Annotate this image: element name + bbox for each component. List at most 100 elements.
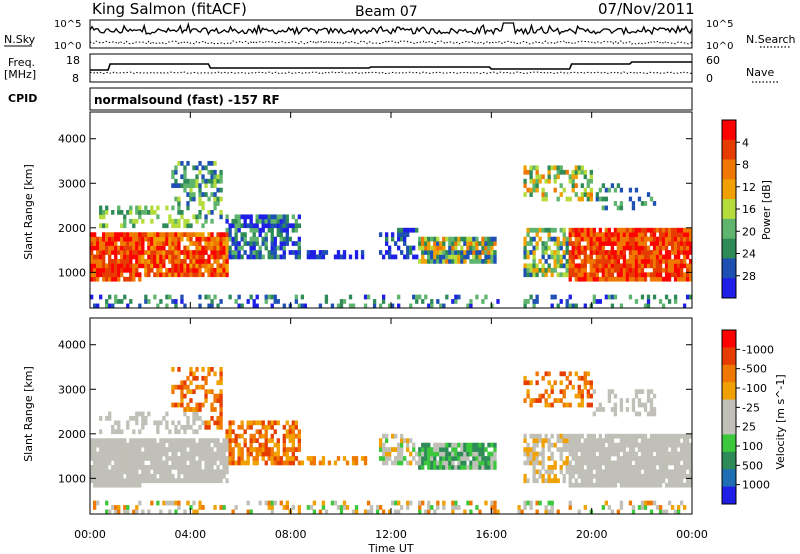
heatmap-cell — [682, 241, 687, 246]
heatmap-cell — [306, 505, 311, 510]
heatmap-cell — [622, 469, 627, 475]
heatmap-cell — [213, 250, 217, 255]
heatmap-cell — [607, 227, 612, 233]
heatmap-cell — [159, 438, 163, 444]
heatmap-cell — [547, 500, 551, 506]
heatmap-cell — [201, 402, 205, 408]
heatmap-cell — [147, 263, 151, 269]
heatmap-cell — [117, 442, 121, 448]
heatmap-cell — [412, 254, 416, 260]
heatmap-cell — [682, 460, 687, 466]
heatmap-cell — [619, 201, 624, 206]
heatmap-cell — [219, 420, 223, 426]
heatmap-cell — [222, 447, 226, 452]
heatmap-cell — [147, 478, 151, 484]
heatmap-cell — [472, 250, 476, 255]
heatmap-cell — [216, 232, 220, 238]
heatmap-cell — [222, 451, 226, 457]
heatmap-cell — [153, 259, 157, 264]
heatmap-cell — [183, 424, 187, 430]
noise-tick-bottom: 10^0 — [54, 41, 81, 52]
heatmap-cell — [625, 227, 630, 233]
heatmap-cell — [153, 478, 157, 484]
heatmap-cell — [583, 438, 587, 444]
colorbar-swatch — [722, 139, 736, 160]
heatmap-cell — [234, 232, 238, 238]
heatmap-cell — [496, 299, 500, 304]
heatmap-cell — [189, 469, 193, 475]
heatmap-cell — [321, 254, 326, 260]
heatmap-cell — [273, 456, 277, 461]
heatmap-cell — [421, 500, 425, 506]
heatmap-cell — [192, 183, 196, 189]
heatmap-cell — [463, 451, 467, 457]
heatmap-cell — [108, 451, 112, 457]
heatmap-cell — [619, 442, 624, 448]
heatmap-cell — [126, 236, 130, 242]
heatmap-cell — [129, 232, 133, 238]
heatmap-cell — [276, 223, 280, 229]
heatmap-cell — [433, 447, 437, 452]
heatmap-cell — [574, 276, 578, 282]
heatmap-cell — [685, 241, 690, 246]
heatmap-cell — [619, 398, 624, 403]
heatmap-cell — [240, 451, 244, 457]
heatmap-cell — [186, 375, 190, 381]
heatmap-cell — [183, 263, 187, 269]
heatmap-cell — [291, 223, 295, 229]
heatmap-cell — [427, 460, 431, 466]
heatmap-cell — [153, 456, 157, 461]
heatmap-cell — [225, 236, 229, 242]
heatmap-cell — [493, 442, 497, 448]
heatmap-cell — [481, 259, 485, 264]
heatmap-cell — [679, 469, 684, 475]
heatmap-cell — [619, 469, 624, 475]
heatmap-cell — [448, 236, 452, 242]
heatmap-cell — [649, 241, 654, 246]
heatmap-cell — [204, 259, 208, 264]
heatmap-cell — [126, 210, 130, 215]
heatmap-cell — [406, 232, 410, 238]
heatmap-cell — [568, 482, 572, 488]
heatmap-cell — [589, 433, 593, 439]
heatmap-cell — [592, 451, 596, 457]
heatmap-cell — [195, 165, 199, 171]
heatmap-cell — [291, 460, 295, 466]
heatmap-cell — [177, 438, 181, 444]
heatmap-cell — [562, 389, 566, 395]
heatmap-cell — [159, 263, 163, 269]
heatmap-cell — [204, 447, 208, 452]
heatmap-cell — [451, 250, 455, 255]
heatmap-cell — [601, 447, 606, 452]
heatmap-cell — [619, 473, 624, 479]
heatmap-cell — [628, 478, 633, 484]
heatmap-cell — [174, 267, 178, 273]
heatmap-cell — [442, 451, 446, 457]
heatmap-cell — [114, 482, 118, 488]
heatmap-cell — [255, 438, 259, 444]
heatmap-cell — [556, 447, 560, 452]
heatmap-cell — [282, 451, 286, 457]
heatmap-cell — [114, 456, 118, 461]
heatmap-cell — [529, 165, 533, 171]
heatmap-cell — [607, 393, 612, 399]
heatmap-cell — [568, 371, 572, 377]
heatmap-cell — [195, 442, 199, 448]
heatmap-cell — [249, 214, 253, 220]
heatmap-cell — [553, 259, 557, 264]
heatmap-cell — [523, 375, 527, 381]
heatmap-cell — [613, 276, 618, 282]
heatmap-cell — [547, 178, 551, 184]
heatmap-cell — [255, 451, 259, 457]
heatmap-cell — [580, 469, 584, 475]
heatmap-cell — [207, 478, 211, 484]
heatmap-cell — [189, 407, 193, 412]
heatmap-cell — [198, 460, 202, 466]
heatmap-cell — [114, 259, 118, 264]
heatmap-cell — [132, 469, 136, 475]
colorbar-frame — [721, 329, 737, 505]
heatmap-cell — [460, 259, 464, 264]
heatmap-cell — [658, 509, 663, 515]
heatmap-cell — [424, 451, 428, 457]
heatmap-cell — [168, 456, 172, 461]
